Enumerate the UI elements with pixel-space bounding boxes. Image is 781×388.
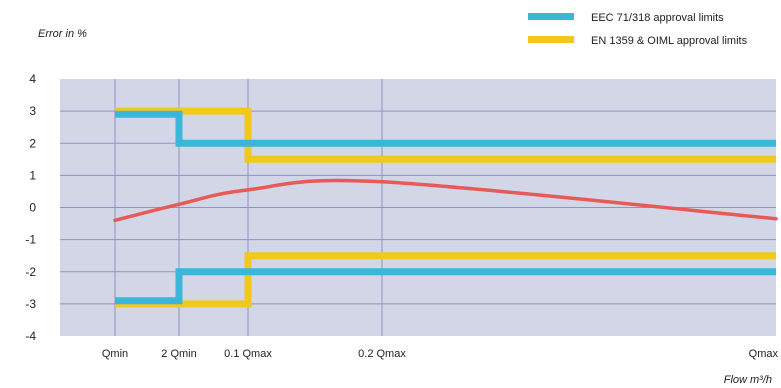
legend-swatch [528,13,574,20]
legend-label: EEC 71/318 approval limits [591,12,724,24]
x-tick-label: 0.2 Qmax [358,348,406,360]
y-tick-label: 1 [29,168,36,182]
x-ticks: Qmin 2 Qmin 0.1 Qmax 0.2 Qmax Qmax [102,348,779,360]
x-tick-label: Qmin [102,348,128,360]
y-tick-label: -1 [25,233,36,247]
legend: EEC 71/318 approval limits EN 1359 & OIML… [528,12,748,47]
y-tick-label: -3 [25,297,36,311]
x-tick-label: 2 Qmin [161,348,196,360]
y-ticks: 4 3 2 1 0 -1 -2 -3 -4 [25,72,36,343]
curve-layer [113,178,778,223]
y-tick-label: 2 [29,136,36,150]
y-tick-label: -2 [25,265,36,279]
x-tick-label: 0.1 Qmax [224,348,272,360]
legend-swatch [528,36,574,43]
error-curve [113,178,778,223]
y-tick-label: 3 [29,104,36,118]
y-tick-label: -4 [25,329,36,343]
series-layer [115,107,776,308]
x-axis-unit-label: Flow m³/h [724,374,772,386]
series-line-upper [115,110,776,147]
y-axis-label: Error in % [38,28,87,40]
legend-label: EN 1359 & OIML approval limits [591,35,748,47]
series-line-lower [115,268,776,305]
x-tick-label: Qmax [749,348,779,360]
y-tick-label: 4 [29,72,36,86]
y-tick-label: 0 [29,201,36,215]
